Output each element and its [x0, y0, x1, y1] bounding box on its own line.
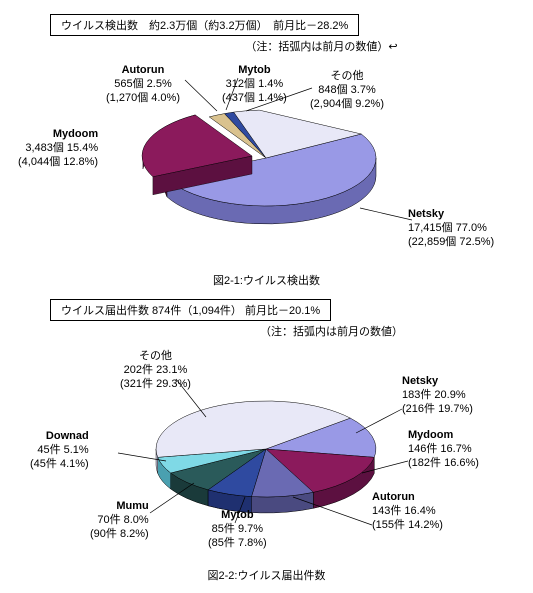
other-label: その他 848個 3.7% (2,904個 9.2%)	[310, 70, 384, 111]
chart1-note: （注：括弧内は前月の数値）↩	[120, 38, 523, 54]
mumu-label2: Mumu 70件 8.0% (90件 8.2%)	[90, 500, 149, 541]
other-label2: その他 202件 23.1% (321件 29.3%)	[120, 350, 191, 391]
chart1-caption: 図2-1:ウイルス検出数	[10, 272, 523, 288]
mytob-label: Mytob 312個 1.4% (437個 1.4%)	[222, 64, 287, 105]
autorun-label: Autorun 565個 2.5% (1,270個 4.0%)	[106, 64, 180, 105]
netsky-label: Netsky 17,415個 77.0% (22,859個 72.5%)	[408, 208, 494, 249]
chart1-title: ウイルス検出数 約2.3万個（約3.2万個） 前月比－28.2%	[50, 14, 359, 36]
mydoom-label2: Mydoom 146件 16.7% (182件 16.6%)	[408, 429, 479, 470]
downad-label2: Downad 45件 5.1% (45件 4.1%)	[30, 430, 89, 471]
autorun-label2: Autorun 143件 16.4% (155件 14.2%)	[372, 491, 443, 532]
netsky-label2: Netsky 183件 20.9% (216件 19.7%)	[402, 375, 473, 416]
chart2-block: ウイルス届出件数 874件（1,094件） 前月比－20.1% （注：括弧内は前…	[10, 295, 523, 583]
chart2-caption: 図2-2:ウイルス届出件数	[10, 567, 523, 583]
chart2-note: （注：括弧内は前月の数値）	[140, 323, 523, 339]
chart1-block: ウイルス検出数 約2.3万個（約3.2万個） 前月比－28.2% （注：括弧内は…	[10, 10, 523, 295]
mydoom-label: Mydoom 3,483個 15.4% (4,044個 12.8%)	[18, 128, 98, 169]
mytob-label2: Mytob 85件 9.7% (85件 7.8%)	[208, 509, 267, 550]
chart2-title: ウイルス届出件数 874件（1,094件） 前月比－20.1%	[50, 299, 331, 321]
